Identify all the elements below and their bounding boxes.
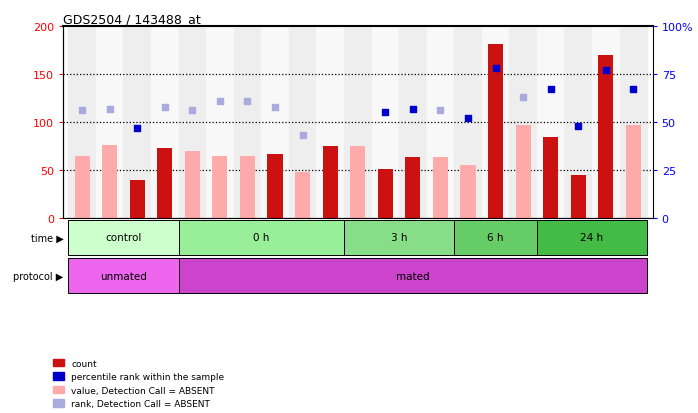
Point bbox=[572, 123, 584, 130]
Bar bbox=[371, 27, 399, 218]
Bar bbox=[488, 45, 503, 218]
Bar bbox=[96, 27, 124, 218]
Bar bbox=[68, 259, 179, 293]
Bar bbox=[179, 27, 206, 218]
Text: 3 h: 3 h bbox=[391, 233, 408, 243]
Text: GDS2504 / 143488_at: GDS2504 / 143488_at bbox=[63, 13, 200, 26]
Point bbox=[545, 87, 556, 93]
Point bbox=[187, 108, 198, 114]
Bar bbox=[322, 147, 338, 218]
Bar bbox=[295, 173, 310, 218]
Bar bbox=[426, 27, 454, 218]
Point bbox=[490, 66, 501, 72]
Bar bbox=[565, 27, 592, 218]
Bar bbox=[68, 221, 179, 255]
Text: unmated: unmated bbox=[100, 271, 147, 281]
Point bbox=[132, 125, 143, 132]
Point bbox=[600, 68, 611, 74]
Point bbox=[104, 106, 115, 113]
Point bbox=[77, 108, 88, 114]
Point bbox=[628, 87, 639, 93]
Point bbox=[462, 116, 473, 122]
Bar bbox=[433, 157, 448, 218]
Bar bbox=[350, 147, 365, 218]
Bar bbox=[571, 176, 586, 218]
Bar bbox=[75, 156, 89, 218]
Bar bbox=[157, 149, 172, 218]
Point bbox=[159, 104, 170, 111]
Bar bbox=[537, 27, 565, 218]
Bar bbox=[516, 126, 530, 218]
Bar bbox=[185, 152, 200, 218]
Bar bbox=[592, 27, 620, 218]
Point bbox=[269, 104, 281, 111]
Text: mated: mated bbox=[396, 271, 430, 281]
Bar bbox=[620, 27, 647, 218]
Bar bbox=[461, 166, 475, 218]
Bar bbox=[406, 157, 420, 218]
Bar bbox=[598, 56, 614, 218]
Bar bbox=[179, 221, 344, 255]
Point bbox=[435, 108, 446, 114]
Bar bbox=[240, 156, 255, 218]
Point bbox=[214, 98, 225, 105]
Text: protocol ▶: protocol ▶ bbox=[13, 271, 64, 281]
Bar bbox=[289, 27, 316, 218]
Point bbox=[380, 110, 391, 116]
Bar bbox=[267, 154, 283, 218]
Bar bbox=[102, 146, 117, 218]
Bar bbox=[130, 180, 144, 218]
Bar bbox=[344, 221, 454, 255]
Point bbox=[407, 106, 418, 113]
Legend: count, percentile rank within the sample, value, Detection Call = ABSENT, rank, : count, percentile rank within the sample… bbox=[53, 358, 225, 408]
Text: control: control bbox=[105, 233, 142, 243]
Text: 24 h: 24 h bbox=[581, 233, 604, 243]
Point bbox=[517, 95, 528, 101]
Text: time ▶: time ▶ bbox=[31, 233, 64, 243]
Bar bbox=[399, 27, 426, 218]
Bar bbox=[543, 138, 558, 218]
Bar bbox=[151, 27, 179, 218]
Bar bbox=[454, 27, 482, 218]
Text: 6 h: 6 h bbox=[487, 233, 504, 243]
Bar bbox=[261, 27, 289, 218]
Point bbox=[297, 133, 309, 140]
Bar bbox=[206, 27, 234, 218]
Bar bbox=[316, 27, 344, 218]
Bar bbox=[179, 259, 647, 293]
Bar bbox=[68, 27, 96, 218]
Bar bbox=[510, 27, 537, 218]
Point bbox=[242, 98, 253, 105]
Bar bbox=[482, 27, 510, 218]
Bar bbox=[454, 221, 537, 255]
Bar bbox=[626, 126, 641, 218]
Bar bbox=[234, 27, 261, 218]
Bar bbox=[124, 27, 151, 218]
Bar bbox=[212, 156, 228, 218]
Bar bbox=[378, 170, 393, 218]
Bar bbox=[537, 221, 647, 255]
Text: 0 h: 0 h bbox=[253, 233, 269, 243]
Bar bbox=[344, 27, 371, 218]
